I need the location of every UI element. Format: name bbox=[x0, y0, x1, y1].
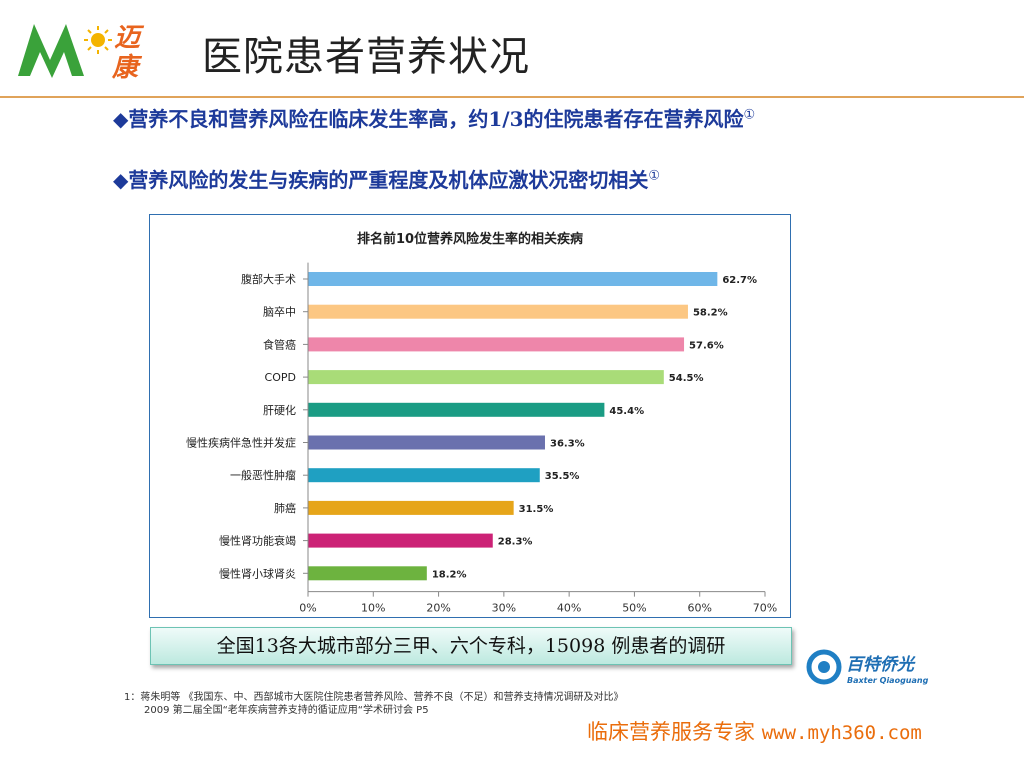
value-label-8: 28.3% bbox=[498, 537, 533, 548]
bullet-point-2: ◆营养风险的发生与疾病的严重程度及机体应激状况密切相关① bbox=[113, 164, 660, 193]
x-tick-label-3: 30% bbox=[492, 602, 516, 615]
category-label-4: 肝硬化 bbox=[263, 403, 296, 417]
bullet-point-1: ◆营养不良和营养风险在临床发生率高，约1/3的住院患者存在营养风险① bbox=[113, 103, 755, 132]
category-label-9: 慢性肾小球肾炎 bbox=[219, 566, 296, 580]
bar-1 bbox=[308, 304, 688, 319]
bar-4 bbox=[308, 402, 605, 417]
category-label-6: 一般恶性肿瘤 bbox=[230, 468, 296, 482]
bar-6 bbox=[308, 468, 540, 483]
bar-5 bbox=[308, 435, 545, 450]
category-label-5: 慢性疾病伴急性并发症 bbox=[186, 436, 296, 450]
category-label-8: 慢性肾功能衰竭 bbox=[219, 534, 296, 548]
header-divider bbox=[0, 96, 1024, 98]
bar-0 bbox=[308, 272, 718, 286]
value-label-9: 18.2% bbox=[432, 569, 467, 580]
baxter-qiaoguang-logo: 百特侨光 Baxter Qiaoguang bbox=[806, 646, 946, 688]
x-tick-label-7: 70% bbox=[753, 602, 777, 615]
brand-subtitle: Baxter Qiaoguang bbox=[847, 676, 929, 685]
bar-chart-panel: 排名前10位营养风险发生率的相关疾病 腹部大手术 62.7% 脑卒中 58.2% 食管癌… bbox=[149, 214, 791, 618]
value-label-2: 57.6% bbox=[689, 340, 724, 351]
category-label-7: 肺癌 bbox=[274, 501, 296, 515]
x-tick-label-2: 20% bbox=[426, 602, 450, 615]
bullet-2-text: ◆营养风险的发生与疾病的严重程度及机体应激状况密切相关 bbox=[113, 168, 649, 192]
value-label-4: 45.4% bbox=[609, 406, 644, 417]
baxter-mark-icon bbox=[806, 649, 842, 685]
bar-3 bbox=[308, 370, 664, 385]
footnote-line-1: 1：蒋朱明等 《我国东、中、西部城市大医院住院患者营养风险、营养不良（不足）和营… bbox=[124, 692, 624, 703]
chart-title: 排名前10位营养风险发生率的相关疾病 bbox=[357, 231, 583, 247]
page-title: 医院患者营养状况 bbox=[202, 34, 530, 80]
value-label-0: 62.7% bbox=[722, 275, 757, 286]
x-tick-label-5: 50% bbox=[622, 602, 646, 615]
logo-m-mark bbox=[18, 24, 84, 78]
logo-text-top: 迈 bbox=[114, 23, 145, 53]
bar-chart: 排名前10位营养风险发生率的相关疾病 腹部大手术 62.7% 脑卒中 58.2% 食管癌… bbox=[186, 231, 777, 615]
value-label-3: 54.5% bbox=[669, 373, 704, 384]
slogan: 临床营养服务专家 www.myh360.com bbox=[587, 716, 922, 746]
bar-9 bbox=[308, 566, 427, 581]
survey-banner: 全国13各大城市部分三甲、六个专科，15098 例患者的调研 bbox=[150, 627, 792, 665]
bar-2 bbox=[308, 337, 685, 352]
footnote-line-2: 2009 第二届全国“老年疾病营养支持的循证应用“学术研讨会 P5 bbox=[144, 705, 429, 716]
bar-8 bbox=[308, 533, 493, 548]
sun-icon bbox=[84, 26, 112, 54]
category-label-3: COPD bbox=[265, 371, 296, 384]
x-tick-label-6: 60% bbox=[687, 602, 711, 615]
category-label-0: 腹部大手术 bbox=[241, 272, 296, 286]
value-label-5: 36.3% bbox=[550, 439, 585, 450]
x-tick-label-1: 10% bbox=[361, 602, 385, 615]
bullet-2-footnote-mark: ① bbox=[648, 168, 661, 184]
slogan-text: 临床营养服务专家 bbox=[587, 720, 762, 744]
x-tick-label-4: 40% bbox=[557, 602, 581, 615]
bullet-1-text: ◆营养不良和营养风险在临床发生率高，约1/3的住院患者存在营养风险 bbox=[113, 107, 744, 131]
brand-name: 百特侨光 bbox=[846, 655, 916, 675]
logo-text-bottom: 康 bbox=[111, 53, 143, 82]
website-link[interactable]: www.myh360.com bbox=[761, 722, 922, 744]
value-label-7: 31.5% bbox=[519, 504, 554, 515]
maikang-logo: 迈 康 bbox=[14, 16, 174, 83]
bar-7 bbox=[308, 500, 514, 515]
value-label-1: 58.2% bbox=[693, 308, 728, 319]
category-label-1: 脑卒中 bbox=[263, 305, 296, 319]
value-label-6: 35.5% bbox=[545, 471, 580, 482]
category-label-2: 食管癌 bbox=[263, 337, 296, 351]
x-tick-label-0: 0% bbox=[299, 602, 316, 615]
bullet-1-footnote-mark: ① bbox=[743, 107, 756, 123]
